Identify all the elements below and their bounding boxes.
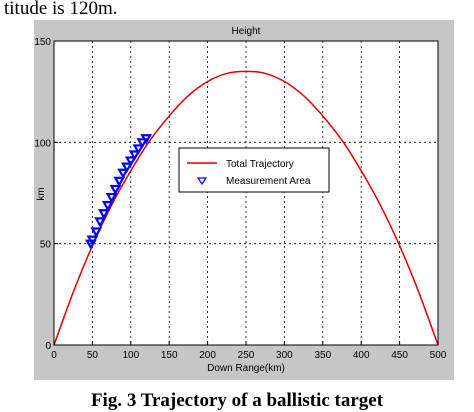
y-tick-label: 50 (40, 240, 52, 251)
x-tick-label: 250 (238, 350, 255, 361)
y-axis-label: km (36, 187, 47, 200)
figure-panel: 0 50 100 150 200 250 300 350 400 450 500 0 50 100 150 … (34, 20, 454, 380)
measurement-marker (98, 209, 110, 220)
measurement-marker (109, 184, 122, 196)
chart-title: Height (232, 26, 261, 37)
ticks: 0 50 100 150 200 250 300 350 400 450 500 0 50 100 150 (34, 37, 446, 361)
measurement-marker (105, 192, 118, 204)
x-tick-label: 300 (276, 350, 293, 361)
series-layer (53, 70, 439, 346)
x-tick-label: 200 (199, 350, 216, 361)
legend-box (178, 147, 330, 193)
legend-label-1: Measurement Area (226, 176, 311, 187)
measurement-marker (86, 235, 99, 246)
figure-caption: Fig. 3 Trajectory of a ballistic target (90, 390, 384, 411)
legend-label-0: Total Trajectory (226, 159, 294, 170)
measurement-marker (132, 144, 145, 155)
legend-marker-swatch (196, 177, 208, 186)
measurement-marker (140, 134, 153, 145)
measurement-marker (113, 176, 126, 188)
measurement-marker (121, 162, 133, 173)
x-tick-label: 450 (391, 350, 408, 361)
y-tick-label: 100 (34, 138, 51, 149)
legend: Total Trajectory Measurement Area (178, 147, 330, 193)
y-tick-label: 0 (45, 341, 51, 352)
y-tick-label: 150 (34, 37, 51, 48)
series-line-0 (53, 70, 439, 346)
x-tick-label: 350 (314, 350, 331, 361)
measurement-marker (136, 138, 149, 149)
x-tick-label: 0 (51, 350, 57, 361)
measurement-marker (128, 150, 141, 161)
x-tick-label: 400 (353, 350, 370, 361)
measurement-marker (124, 156, 137, 167)
measurement-marker (117, 168, 130, 179)
measurement-marker (90, 227, 103, 238)
grid (54, 41, 438, 345)
page-text-top: titude is 120m. (4, 0, 118, 19)
measurement-marker (101, 201, 114, 212)
x-axis-label: Down Range(km) (207, 363, 285, 374)
x-tick-label: 100 (122, 350, 139, 361)
x-tick-label: 150 (161, 350, 178, 361)
x-tick-label: 50 (87, 350, 99, 361)
x-tick-label: 500 (430, 350, 447, 361)
measurement-marker (94, 217, 106, 228)
chart: 0 50 100 150 200 250 300 350 400 450 500050100150 … (34, 26, 446, 374)
